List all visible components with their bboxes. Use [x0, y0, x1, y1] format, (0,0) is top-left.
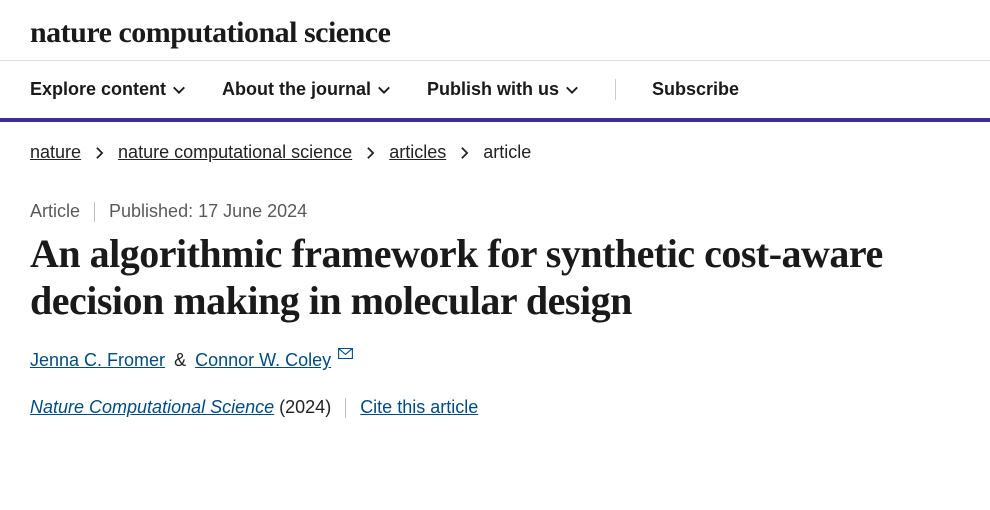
meta-divider	[94, 202, 95, 222]
chevron-right-icon	[95, 146, 104, 160]
breadcrumb: nature nature computational science arti…	[0, 122, 990, 173]
chevron-right-icon	[460, 146, 469, 160]
nav-publish-with-us[interactable]: Publish with us	[427, 79, 579, 100]
nav-item-label: About the journal	[222, 79, 371, 100]
journal-name[interactable]: nature computational science	[30, 16, 960, 50]
author-list: Jenna C. Fromer & Connor W. Coley	[0, 324, 990, 371]
nav-subscribe[interactable]: Subscribe	[615, 79, 739, 100]
article-meta: Article Published: 17 June 2024	[0, 173, 990, 222]
chevron-down-icon	[172, 83, 186, 97]
published-date: Published: 17 June 2024	[109, 201, 307, 222]
author-link[interactable]: Connor W. Coley	[195, 350, 331, 370]
citation-journal-link[interactable]: Nature Computational Science	[30, 397, 274, 417]
nav-item-label: Subscribe	[652, 79, 739, 100]
chevron-right-icon	[366, 146, 375, 160]
article-title: An algorithmic framework for synthetic c…	[0, 222, 990, 324]
citation-year: (2024)	[279, 397, 331, 417]
nav-item-label: Explore content	[30, 79, 166, 100]
nav-about-journal[interactable]: About the journal	[222, 79, 391, 100]
breadcrumb-link-articles[interactable]: articles	[389, 142, 446, 163]
nav-explore-content[interactable]: Explore content	[30, 79, 186, 100]
cite-article-link[interactable]: Cite this article	[360, 397, 478, 418]
breadcrumb-link-journal[interactable]: nature computational science	[118, 142, 352, 163]
article-type: Article	[30, 201, 80, 222]
meta-divider	[345, 398, 346, 418]
breadcrumb-link-nature[interactable]: nature	[30, 142, 81, 163]
author-link[interactable]: Jenna C. Fromer	[30, 350, 165, 370]
chevron-down-icon	[377, 83, 391, 97]
chevron-down-icon	[565, 83, 579, 97]
breadcrumb-current: article	[483, 142, 531, 163]
nav-bar: Explore content About the journal Publis…	[0, 60, 990, 122]
nav-item-label: Publish with us	[427, 79, 559, 100]
author-separator: &	[170, 350, 190, 370]
mail-icon[interactable]	[338, 348, 353, 359]
citation-line: Nature Computational Science (2024) Cite…	[0, 371, 990, 438]
